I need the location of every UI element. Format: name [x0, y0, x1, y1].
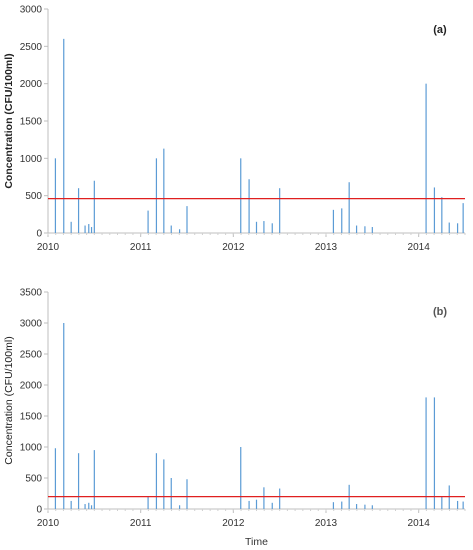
data-bar	[178, 505, 181, 509]
x-tick-label: 2012	[222, 518, 245, 529]
data-bar	[186, 206, 188, 233]
data-bar	[163, 459, 165, 509]
data-bar	[433, 187, 436, 233]
data-bar	[364, 504, 366, 509]
y-tick-label: 1000	[20, 443, 43, 454]
data-bar	[441, 197, 443, 233]
data-bar	[88, 502, 90, 509]
y-tick-label: 2500	[20, 42, 43, 53]
data-bar	[170, 225, 172, 233]
data-bar	[147, 496, 149, 509]
y-tick-label: 500	[25, 191, 42, 202]
y-tick-label: 0	[36, 229, 42, 240]
data-bar	[456, 500, 459, 509]
data-bar	[178, 229, 181, 233]
data-bar	[240, 158, 242, 233]
data-bar	[355, 504, 358, 509]
data-bar	[248, 500, 250, 509]
data-bar	[163, 148, 165, 233]
data-bar	[155, 158, 158, 233]
y-tick-label: 1500	[20, 117, 43, 128]
data-bar	[332, 502, 335, 509]
chart-panel-b: 0 500 1000 1500 2000 2500 3000 3500 2010 2011 2012…	[3, 288, 466, 548]
data-bar	[433, 397, 436, 509]
data-bar	[364, 226, 366, 233]
data-bar	[70, 221, 72, 233]
data-bar	[263, 487, 265, 509]
data-bar	[93, 180, 95, 233]
x-tick-label: 2011	[130, 518, 152, 529]
data-bar	[271, 223, 273, 233]
data-bar	[255, 499, 258, 509]
data-bar	[441, 496, 443, 509]
data-bar	[248, 179, 250, 233]
y-tick-label: 1500	[20, 412, 43, 423]
data-bar	[263, 221, 265, 233]
data-bar	[90, 505, 93, 509]
data-bar	[84, 504, 86, 509]
x-tick-label: 2013	[315, 242, 338, 253]
y-tick-label: 3000	[20, 5, 43, 16]
y-tick-label: 0	[36, 505, 42, 516]
data-bar	[77, 453, 80, 509]
y-tick-label: 1000	[20, 154, 43, 165]
x-axis-title: Time	[245, 536, 268, 548]
data-bar	[54, 448, 57, 509]
data-bar	[186, 479, 188, 509]
data-bar	[70, 500, 72, 509]
y-tick-label: 2000	[20, 79, 43, 90]
x-tick-label: 2012	[222, 242, 245, 253]
x-tick-label: 2011	[130, 242, 152, 253]
data-bar	[88, 224, 90, 233]
data-bar	[341, 501, 343, 509]
data-bar	[271, 502, 273, 509]
y-tick-label: 2000	[20, 381, 43, 392]
data-bar	[355, 225, 358, 233]
data-bar	[341, 208, 343, 233]
data-bar	[279, 188, 281, 233]
y-axis-title: Concentration (CFU/100ml)	[3, 336, 15, 464]
x-tick-label: 2014	[408, 518, 431, 529]
data-bar	[332, 209, 335, 233]
data-bar	[155, 453, 158, 509]
data-bar	[425, 83, 427, 234]
data-bar	[77, 188, 80, 233]
data-bar	[348, 182, 350, 233]
data-bar	[54, 158, 57, 233]
y-tick-label: 500	[25, 474, 42, 485]
chart-panel-a: 0 500 1000 1500 2000 2500 3000 2010 2011 2012 2013…	[3, 5, 466, 253]
data-bar	[63, 38, 65, 233]
data-bar	[371, 227, 373, 233]
data-bar	[90, 227, 93, 233]
y-tick-label: 2500	[20, 350, 43, 361]
data-bar	[448, 222, 450, 233]
x-tick-label: 2014	[408, 242, 431, 253]
x-tick-label: 2013	[315, 518, 338, 529]
data-bar	[462, 501, 464, 509]
data-bar	[456, 223, 459, 233]
panel-label: (a)	[433, 24, 447, 36]
data-bar	[93, 450, 95, 509]
data-bar	[425, 397, 427, 509]
y-axis-title: Concentration (CFU/100ml)	[3, 53, 15, 188]
x-tick-label: 2010	[37, 242, 60, 253]
x-tick-label: 2010	[37, 518, 60, 529]
data-bar	[279, 488, 281, 509]
data-bar	[240, 447, 242, 509]
data-bar	[84, 225, 86, 233]
y-tick-label: 3500	[20, 288, 43, 299]
panel-label: (b)	[433, 306, 447, 318]
data-bar	[170, 478, 172, 509]
data-bar	[147, 210, 149, 233]
data-bar	[255, 221, 258, 233]
data-bar	[462, 203, 464, 233]
y-tick-label: 3000	[20, 319, 43, 330]
data-bar	[371, 505, 373, 509]
data-bar	[63, 323, 65, 509]
